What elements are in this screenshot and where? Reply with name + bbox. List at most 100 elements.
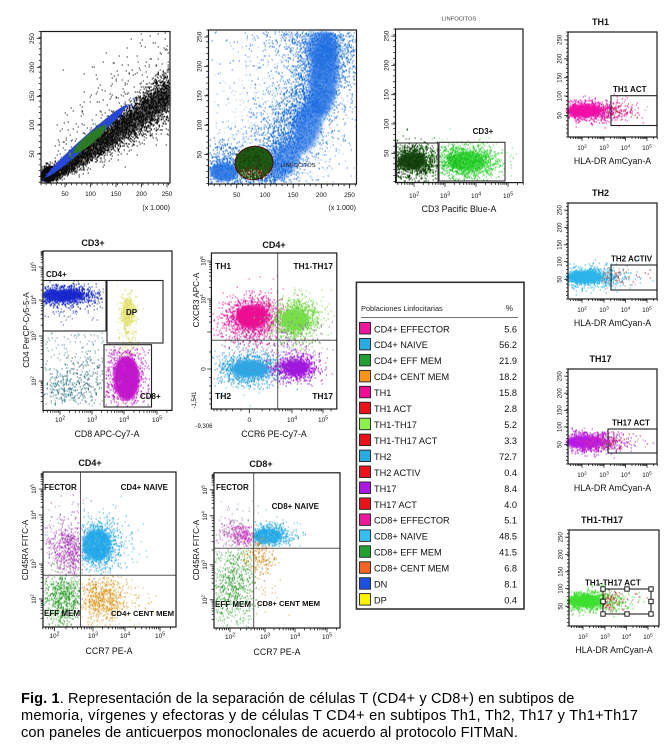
svg-text:102: 102 <box>577 143 587 152</box>
svg-text:100: 100 <box>29 119 36 130</box>
svg-text:72.7: 72.7 <box>499 452 517 462</box>
svg-text:50: 50 <box>61 191 69 198</box>
svg-text:0.4: 0.4 <box>504 468 517 478</box>
svg-text:0: 0 <box>247 417 251 424</box>
svg-text:105: 105 <box>155 631 165 640</box>
svg-text:48.5: 48.5 <box>499 532 517 542</box>
svg-text:104: 104 <box>471 191 481 200</box>
svg-text:104: 104 <box>290 632 300 641</box>
svg-text:250: 250 <box>162 191 173 198</box>
svg-text:CD4+ CENT MEM: CD4+ CENT MEM <box>111 609 174 618</box>
svg-text:6.8: 6.8 <box>504 564 517 574</box>
svg-text:104: 104 <box>120 631 130 640</box>
svg-text:100: 100 <box>558 421 564 432</box>
svg-text:103: 103 <box>29 559 38 569</box>
svg-text:CD8+ EFF MEM: CD8+ EFF MEM <box>374 548 442 558</box>
svg-text:50: 50 <box>233 192 241 199</box>
svg-text:105: 105 <box>199 256 208 266</box>
svg-text:200: 200 <box>558 53 564 64</box>
svg-text:0.4: 0.4 <box>504 595 517 605</box>
svg-text:TH1-TH17: TH1-TH17 <box>581 515 623 525</box>
svg-text:%: % <box>506 304 513 313</box>
svg-text:CD4+ EFFECTOR: CD4+ EFFECTOR <box>374 324 450 334</box>
svg-text:TH1 ACT: TH1 ACT <box>613 85 647 94</box>
svg-text:TH1-TH17 ACT: TH1-TH17 ACT <box>374 436 438 446</box>
svg-text:TH17: TH17 <box>374 484 396 494</box>
svg-text:50: 50 <box>558 275 564 282</box>
svg-text:100: 100 <box>85 191 96 198</box>
svg-text:103: 103 <box>600 632 610 641</box>
svg-text:CCR6 PE-Cy7-A: CCR6 PE-Cy7-A <box>241 429 307 439</box>
svg-text:250: 250 <box>558 370 564 381</box>
svg-text:TH2: TH2 <box>592 188 609 198</box>
svg-text:104: 104 <box>29 295 38 305</box>
svg-text:CD4+: CD4+ <box>262 240 285 250</box>
svg-text:TH17: TH17 <box>312 391 333 401</box>
svg-text:250: 250 <box>197 31 204 42</box>
svg-text:102: 102 <box>225 632 235 641</box>
svg-text:150: 150 <box>384 89 391 100</box>
svg-text:100: 100 <box>197 119 204 130</box>
svg-text:102: 102 <box>29 376 38 386</box>
svg-text:HLA-DR AmCyan-A: HLA-DR AmCyan-A <box>574 156 651 166</box>
svg-text:FECTOR: FECTOR <box>44 483 77 492</box>
svg-text:8.1: 8.1 <box>504 580 517 590</box>
svg-text:CD4+ NAIVE: CD4+ NAIVE <box>374 340 428 350</box>
svg-text:200: 200 <box>559 549 565 560</box>
svg-text:DN: DN <box>374 580 387 590</box>
svg-text:103: 103 <box>440 191 450 200</box>
svg-text:150: 150 <box>559 566 565 577</box>
svg-text:-9,306: -9,306 <box>195 424 213 430</box>
svg-text:50: 50 <box>559 602 565 609</box>
svg-text:TH17: TH17 <box>589 354 611 364</box>
svg-text:100: 100 <box>259 192 270 199</box>
svg-text:103: 103 <box>87 415 97 424</box>
svg-text:150: 150 <box>29 90 36 101</box>
svg-text:50: 50 <box>29 150 36 158</box>
svg-text:105: 105 <box>318 415 328 424</box>
svg-text:5.1: 5.1 <box>504 516 517 526</box>
svg-text:TH1 ACT: TH1 ACT <box>374 404 412 414</box>
svg-text:CD4+: CD4+ <box>46 270 67 279</box>
svg-text:TH17 ACT: TH17 ACT <box>612 419 650 428</box>
svg-text:150: 150 <box>558 72 564 83</box>
svg-text:CD8+ EFFECTOR: CD8+ EFFECTOR <box>374 516 450 526</box>
svg-text:105: 105 <box>322 632 332 641</box>
svg-text:105: 105 <box>29 262 38 272</box>
svg-text:100: 100 <box>559 583 565 594</box>
svg-text:250: 250 <box>29 33 36 44</box>
svg-text:102: 102 <box>409 191 419 200</box>
svg-text:104: 104 <box>119 415 129 424</box>
svg-text:105: 105 <box>642 305 652 314</box>
svg-text:103: 103 <box>88 631 98 640</box>
svg-text:EFF MEM: EFF MEM <box>215 600 251 609</box>
svg-text:CD4+ NAIVE: CD4+ NAIVE <box>121 483 169 492</box>
svg-text:102: 102 <box>200 595 209 605</box>
svg-text:104: 104 <box>622 632 632 641</box>
svg-text:150: 150 <box>288 192 299 199</box>
svg-text:CCR7 PE-A: CCR7 PE-A <box>254 647 301 657</box>
svg-text:TH1-TH17: TH1-TH17 <box>374 420 417 430</box>
svg-text:102: 102 <box>577 470 587 479</box>
svg-text:HLA-DR AmCyan-A: HLA-DR AmCyan-A <box>574 483 651 493</box>
svg-text:100: 100 <box>384 118 391 129</box>
svg-text:150: 150 <box>197 90 204 101</box>
svg-text:250: 250 <box>384 30 391 41</box>
svg-text:50: 50 <box>558 441 564 448</box>
svg-text:102: 102 <box>577 305 587 314</box>
svg-text:DP: DP <box>374 595 387 605</box>
svg-text:104: 104 <box>200 511 209 521</box>
svg-text:TH1-TH17: TH1-TH17 <box>293 261 333 271</box>
svg-text:5.6: 5.6 <box>504 324 517 334</box>
svg-text:CD4+ EFF MEM: CD4+ EFF MEM <box>374 356 442 366</box>
svg-text:CD8+ CENT MEM: CD8+ CENT MEM <box>374 564 449 574</box>
svg-text:CD3+: CD3+ <box>473 127 494 136</box>
svg-text:CD4+ CENT MEM: CD4+ CENT MEM <box>374 372 449 382</box>
svg-text:2.8: 2.8 <box>504 404 517 414</box>
svg-text:HLA-DR AmCyan-A: HLA-DR AmCyan-A <box>575 645 652 655</box>
svg-text:200: 200 <box>29 62 36 73</box>
svg-text:250: 250 <box>344 192 355 199</box>
svg-text:HLA-DR AmCyan-A: HLA-DR AmCyan-A <box>574 318 651 328</box>
svg-text:-1,541: -1,541 <box>192 391 198 409</box>
svg-text:...LINFOCITOS: ...LINFOCITOS <box>276 163 316 169</box>
